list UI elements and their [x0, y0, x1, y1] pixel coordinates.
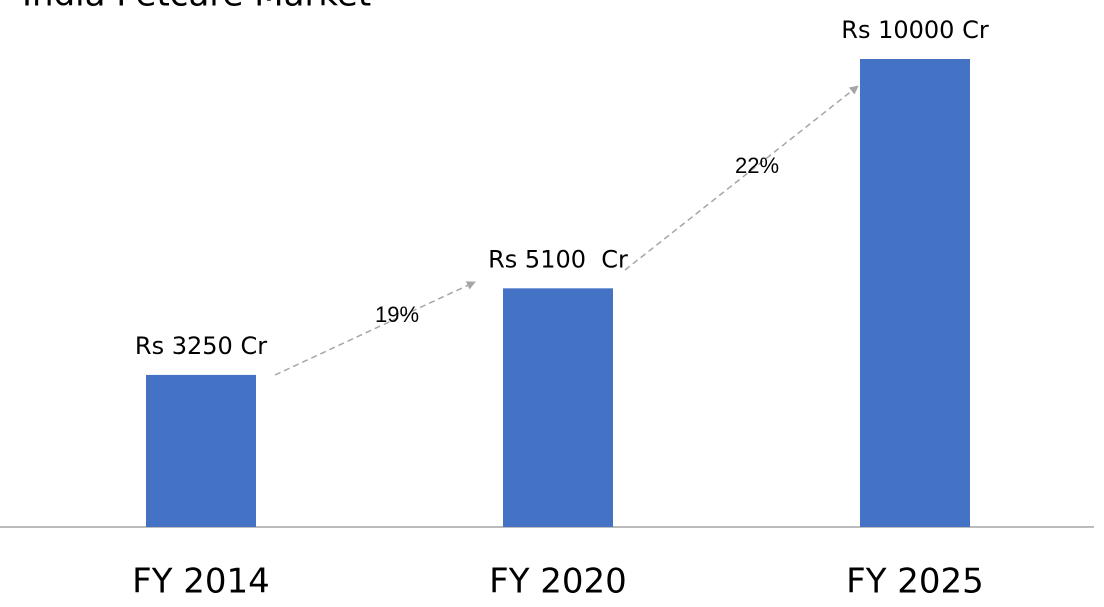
x-tick-label: FY 2025 — [846, 562, 984, 602]
bar — [503, 288, 613, 527]
growth-arrow — [624, 85, 859, 271]
annotation: 19% — [375, 302, 419, 327]
value-label: Rs 3250 Cr — [135, 332, 267, 360]
value-label: Rs 5100 Cr — [488, 245, 628, 273]
growth-arrow — [274, 281, 476, 376]
x-tick-label: FY 2020 — [489, 562, 627, 602]
bar — [146, 374, 256, 527]
x-tick-label: FY 2014 — [132, 562, 270, 602]
annotation: 22% — [735, 153, 779, 178]
value-label: Rs 10000 Cr — [841, 16, 989, 44]
chart-title: India Petcare Market — [22, 0, 371, 15]
bar — [860, 59, 970, 527]
